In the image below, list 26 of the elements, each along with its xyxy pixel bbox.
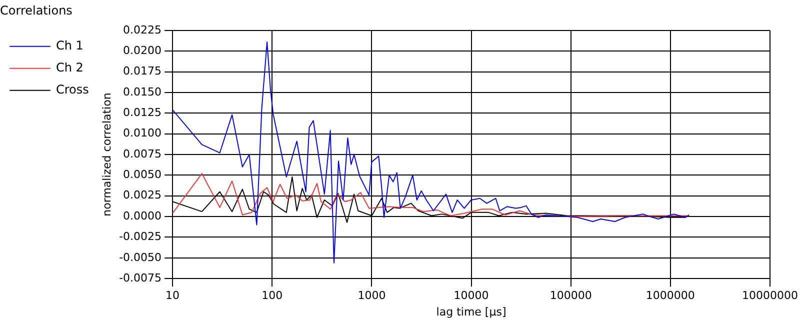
x-axis-title: lag time [µs] (436, 305, 506, 318)
x-tick-label: 1000000 (646, 289, 695, 302)
y-axis-title: normalized correlation (100, 92, 114, 216)
x-tick-label: 1000 (358, 289, 386, 302)
y-tick-label: 0.0125 (123, 106, 162, 119)
x-tick-label: 100 (262, 289, 283, 302)
y-tick-label: -0.0075 (119, 271, 162, 284)
y-tick-label: 0.0150 (123, 85, 162, 98)
y-tick-label: 0.0200 (123, 44, 162, 57)
text: Correlations (0, 3, 72, 18)
x-tick-label: 100000 (550, 289, 592, 302)
legend-label: Ch 1 (56, 38, 84, 53)
y-tick-label: 0.0000 (123, 209, 162, 222)
x-tick-label: 10 (166, 289, 180, 302)
legend-label: Cross (56, 82, 89, 97)
y-tick-label: 0.0100 (123, 126, 162, 140)
y-tick-label: -0.0025 (119, 230, 162, 244)
y-tick-label: 0.0025 (123, 188, 162, 202)
y-tick-label: 0.0225 (123, 23, 162, 36)
y-tick-label: 0.0175 (123, 64, 162, 78)
y-tick-label: 0.0075 (123, 147, 162, 160)
x-tick-label: 10000000 (742, 289, 798, 302)
x-tick-label: 10000 (454, 289, 489, 302)
legend-label: Ch 2 (56, 60, 84, 75)
y-tick-label: 0.0050 (123, 168, 162, 182)
y-tick-label: -0.0050 (119, 250, 162, 264)
